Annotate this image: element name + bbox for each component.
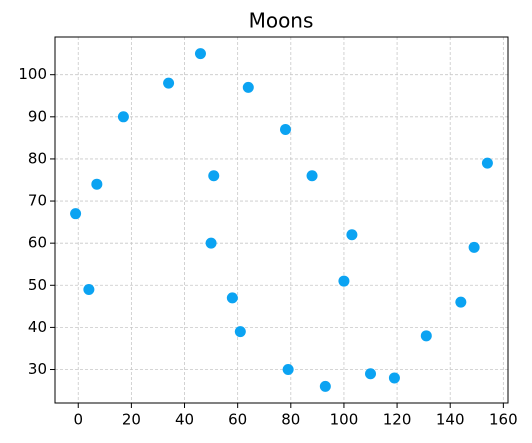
y-tick-label: 80 [28, 149, 47, 167]
x-tick-label: 40 [175, 411, 194, 429]
y-tick-label: 50 [28, 276, 47, 294]
point [338, 275, 350, 287]
y-tick-label: 90 [28, 107, 47, 125]
plot-frame [54, 36, 509, 404]
point [83, 283, 95, 295]
point [226, 292, 238, 304]
point [163, 77, 175, 89]
point [468, 241, 480, 253]
y-tick-label: 70 [28, 192, 47, 210]
point [208, 170, 220, 182]
x-tick-label: 60 [228, 411, 247, 429]
y-tick-label: 60 [28, 234, 47, 252]
point [388, 372, 400, 384]
x-tick-label: 80 [281, 411, 300, 429]
point [306, 170, 318, 182]
point [117, 111, 129, 123]
point [319, 380, 331, 392]
point [481, 157, 493, 169]
y-tick-label: 30 [28, 360, 47, 378]
point [279, 123, 291, 135]
point [365, 368, 377, 380]
x-tick-label: 100 [330, 411, 359, 429]
point [455, 296, 467, 308]
y-tick-label: 100 [18, 65, 47, 83]
point [91, 178, 103, 190]
point [234, 326, 246, 338]
x-tick-label: 140 [436, 411, 465, 429]
x-tick-label: 0 [73, 411, 83, 429]
point [420, 330, 432, 342]
point [70, 208, 82, 220]
y-tick-label: 40 [28, 318, 47, 336]
chart-title: Moons [249, 9, 314, 33]
point [205, 237, 217, 249]
x-tick-label: 120 [383, 411, 412, 429]
point [194, 48, 206, 60]
point [242, 81, 254, 93]
x-tick-label: 20 [122, 411, 141, 429]
x-tick-label: 160 [489, 411, 518, 429]
point [282, 364, 294, 376]
point [346, 229, 358, 241]
